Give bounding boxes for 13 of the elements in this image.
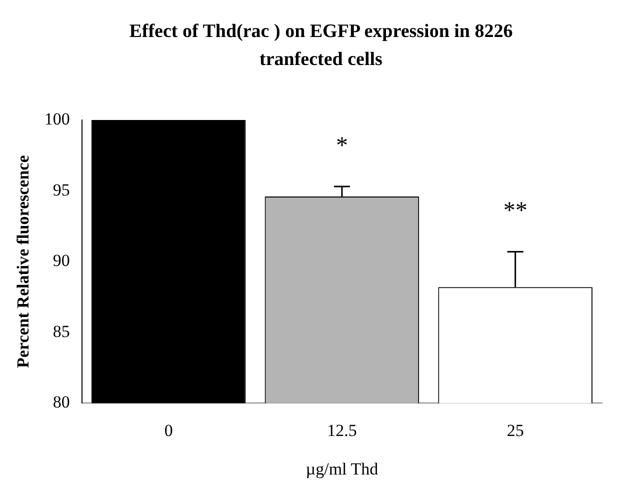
y-tick-label: 100 xyxy=(44,109,70,128)
y-axis-title: Percent Relative fluorescence xyxy=(14,154,33,368)
x-tick-label: 12.5 xyxy=(327,420,357,440)
x-axis-title: µg/ml Thd xyxy=(306,459,379,478)
y-tick-label: 85 xyxy=(52,322,70,341)
annotation: ** xyxy=(503,198,528,224)
chart-title: Effect of Thd(rac ) on EGFP expression in 8226 tranfected cells xyxy=(128,20,514,72)
y-tick-label: 95 xyxy=(52,180,70,200)
annotation: * xyxy=(336,132,348,159)
x-tick-label: 25 xyxy=(506,420,524,440)
x-tick-label: 0 xyxy=(164,420,173,440)
y-tick-label: 80 xyxy=(52,392,70,412)
y-tick-label: 90 xyxy=(52,251,70,270)
